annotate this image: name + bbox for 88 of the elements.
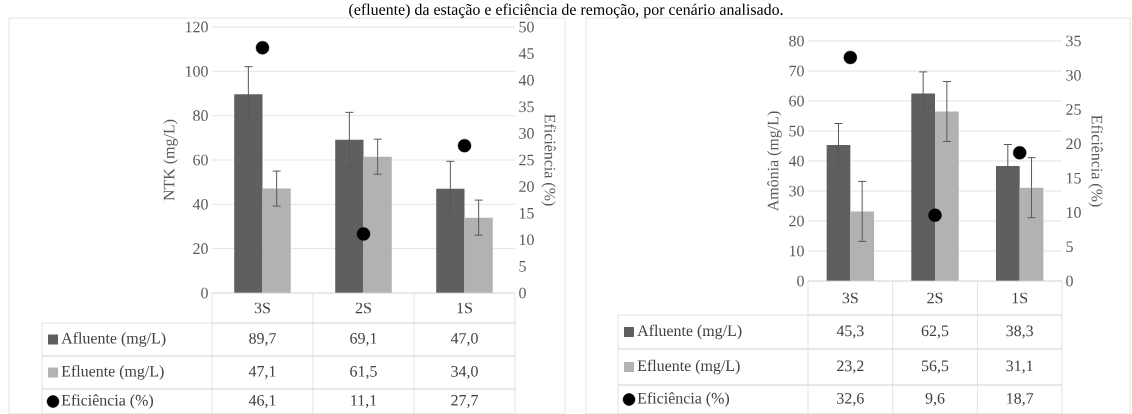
data-label: 32,6 bbox=[837, 393, 864, 406]
y-tick-label: 100 bbox=[185, 65, 208, 77]
legend-label: Efluente (mg/L) bbox=[637, 359, 740, 375]
y-axis-title: Amônia (mg/L) bbox=[767, 111, 782, 212]
y2-tick-label: 10 bbox=[519, 234, 534, 246]
x-tick-label: 1S bbox=[1012, 292, 1028, 304]
y-tick-label: 60 bbox=[789, 95, 804, 107]
y-tick-label: 80 bbox=[789, 35, 804, 47]
text: (efluente) da estação e eficiência de remoção, por cenário analisado. bbox=[349, 3, 783, 19]
data-label: 56,5 bbox=[921, 360, 949, 374]
data-label: 61,5 bbox=[350, 366, 377, 379]
y-tick-label: 50 bbox=[789, 125, 804, 137]
point bbox=[843, 50, 858, 65]
x-tick-label: 2S bbox=[927, 292, 943, 304]
y2-tick-label: 15 bbox=[519, 207, 534, 219]
y2-tick-label: 5 bbox=[1066, 241, 1073, 253]
y-tick-label: 0 bbox=[797, 275, 804, 287]
y2-tick-label: 40 bbox=[518, 74, 534, 86]
bar bbox=[363, 156, 392, 293]
data-label: 47,1 bbox=[248, 366, 276, 379]
y2-axis-title: Eficiência (%) bbox=[1088, 115, 1103, 207]
legend-label: Afluente (mg/L) bbox=[637, 324, 742, 340]
data-label: 89,7 bbox=[249, 332, 276, 347]
y-tick-label: 20 bbox=[789, 215, 804, 227]
y2-tick-label: 25 bbox=[1066, 104, 1081, 115]
y-axis-title: NTK (mg/L) bbox=[163, 119, 178, 201]
data-label: 34,0 bbox=[451, 365, 478, 380]
bar bbox=[464, 217, 493, 293]
data-label: 18,7 bbox=[1007, 392, 1034, 407]
legend-label: Eficiência (%) bbox=[61, 394, 153, 409]
data-label: 31,1 bbox=[1006, 360, 1033, 374]
data-label: 62,5 bbox=[921, 325, 949, 339]
bar bbox=[850, 211, 875, 281]
y2-tick-label: 15 bbox=[1066, 172, 1081, 184]
y2-tick-label: 5 bbox=[519, 261, 526, 272]
bar bbox=[911, 93, 936, 281]
data-label: 11,1 bbox=[351, 395, 377, 408]
x-tick-label: 3S bbox=[842, 292, 858, 304]
y-tick-label: 70 bbox=[789, 65, 804, 77]
y-tick-label: 20 bbox=[193, 243, 208, 255]
bar bbox=[935, 111, 959, 281]
data-label: 27,7 bbox=[451, 395, 478, 408]
x-tick-label: 1S bbox=[457, 302, 472, 314]
data-label: 38,3 bbox=[1006, 325, 1033, 339]
y-tick-label: 120 bbox=[185, 21, 208, 33]
data-label: 47,0 bbox=[450, 332, 478, 347]
point bbox=[356, 227, 371, 241]
y2-tick-label: 10 bbox=[1066, 207, 1081, 218]
data-label: 45,3 bbox=[836, 325, 864, 339]
point bbox=[928, 208, 942, 222]
y2-axis-title: Eficiência (%) bbox=[541, 114, 556, 206]
bar bbox=[335, 139, 364, 293]
y2-tick-label: 30 bbox=[519, 128, 534, 139]
point bbox=[1012, 146, 1027, 160]
y2-tick-label: 0 bbox=[519, 287, 526, 299]
x-tick-label: 2S bbox=[355, 302, 371, 314]
y2-tick-label: 25 bbox=[519, 154, 534, 166]
y2-tick-label: 45 bbox=[518, 48, 534, 59]
y-tick-label: 0 bbox=[201, 287, 208, 299]
legend-label: Afluente (mg/L) bbox=[61, 332, 166, 347]
point bbox=[255, 41, 270, 55]
legend-label: Efluente (mg/L) bbox=[61, 365, 164, 380]
bar bbox=[234, 94, 263, 293]
y2-tick-label: 50 bbox=[519, 21, 534, 33]
y-tick-label: 40 bbox=[788, 155, 804, 167]
y-tick-label: 80 bbox=[193, 110, 208, 122]
y2-tick-label: 35 bbox=[519, 101, 534, 113]
y2-tick-label: 0 bbox=[1066, 275, 1073, 287]
y2-tick-label: 35 bbox=[1066, 35, 1081, 47]
point bbox=[457, 138, 472, 153]
bar bbox=[436, 188, 465, 293]
legend-label: Eficiência (%) bbox=[637, 392, 730, 407]
data-label: 23,2 bbox=[837, 360, 864, 374]
x-tick-label: 3S bbox=[254, 302, 270, 314]
bar bbox=[1019, 187, 1044, 281]
bar bbox=[995, 166, 1020, 281]
bar bbox=[262, 188, 291, 293]
data-label: 9,6 bbox=[925, 393, 945, 406]
y-tick-label: 30 bbox=[789, 185, 804, 197]
data-label: 46,1 bbox=[248, 395, 276, 408]
y-tick-label: 10 bbox=[789, 245, 804, 257]
bar bbox=[826, 145, 851, 281]
y2-tick-label: 20 bbox=[1066, 138, 1081, 150]
y-tick-label: 60 bbox=[193, 154, 208, 166]
y2-tick-label: 30 bbox=[1066, 69, 1081, 81]
y2-tick-label: 20 bbox=[519, 181, 534, 192]
data-label: 69,1 bbox=[350, 333, 377, 346]
y-tick-label: 40 bbox=[192, 198, 208, 210]
